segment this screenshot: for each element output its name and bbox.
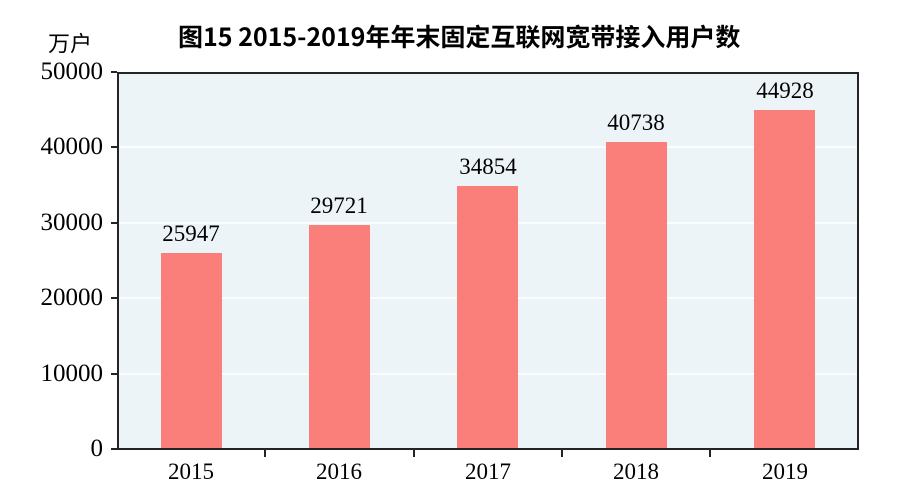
x-axis-tick <box>413 450 415 457</box>
y-axis-tick <box>111 71 117 73</box>
y-axis-tick <box>111 222 117 224</box>
bar-2017 <box>457 186 518 448</box>
x-axis-label: 2018 <box>613 459 659 484</box>
x-axis-tick <box>561 450 563 457</box>
value-label: 40738 <box>607 110 665 135</box>
chart-title-glyphs <box>179 24 740 49</box>
bar-2019 <box>754 110 815 448</box>
y-axis-tick <box>111 297 117 299</box>
y-axis-label: 0 <box>90 435 104 462</box>
x-axis-label: 2019 <box>762 459 808 484</box>
unit-label-text: 万户 <box>0 0 1 1</box>
x-axis-tick <box>709 450 711 457</box>
bar-2016 <box>309 225 370 448</box>
x-axis-label: 2017 <box>465 459 511 484</box>
y-axis-tick <box>111 448 117 450</box>
value-label: 25947 <box>162 221 220 246</box>
bar-2015 <box>161 253 222 448</box>
gridline <box>119 146 857 148</box>
x-axis-tick <box>264 450 266 457</box>
chart-title-text: 图15 2015-2019年年末固定互联网宽带接入用户数 <box>0 0 1 1</box>
x-axis-label: 2015 <box>168 459 214 484</box>
unit-label-glyphs <box>48 32 89 54</box>
y-axis-tick <box>111 373 117 375</box>
value-label: 34854 <box>459 154 517 179</box>
y-axis-label: 10000 <box>40 360 104 387</box>
value-label: 44928 <box>756 78 814 103</box>
y-axis-label: 30000 <box>40 209 104 236</box>
x-axis-label: 2016 <box>316 459 362 484</box>
y-axis-label: 50000 <box>40 58 104 85</box>
value-label: 29721 <box>310 193 368 218</box>
y-axis-label: 20000 <box>40 284 104 311</box>
y-axis-tick <box>111 146 117 148</box>
y-axis-label: 40000 <box>40 133 104 160</box>
bar-2018 <box>606 142 667 448</box>
